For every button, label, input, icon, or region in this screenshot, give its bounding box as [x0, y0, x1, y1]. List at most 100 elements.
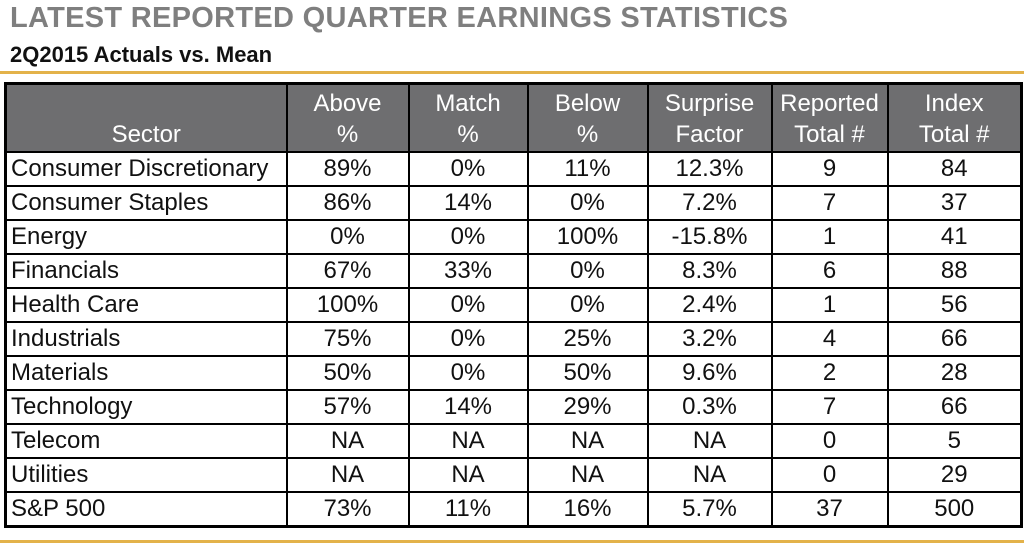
column-header-line2: Total #: [794, 121, 865, 148]
cell-above: 67%: [285, 253, 410, 289]
cell-match: 33%: [407, 253, 529, 289]
cell-reported: 9: [770, 151, 889, 187]
cell-surprise: 9.6%: [646, 355, 773, 391]
cell-reported: 7: [770, 185, 889, 221]
header-row: Sector Above% Match% Below% Surprise Factor Re…: [4, 82, 1023, 153]
cell-reported: 2: [770, 355, 889, 391]
column-header-line2: %: [336, 121, 359, 148]
cell-above: NA: [285, 423, 410, 459]
table-row: Telecom NA NA NA NA 0 5: [4, 423, 1023, 459]
cell-sector: Energy: [4, 219, 288, 255]
cell-above: 73%: [285, 491, 410, 528]
cell-surprise: 3.2%: [646, 321, 773, 357]
column-header-reported: Reported Total #: [770, 82, 889, 153]
column-header-sector: Sector: [4, 82, 288, 153]
column-header-line2: Total #: [918, 121, 990, 148]
cell-reported: 1: [770, 219, 889, 255]
top-divider: [0, 71, 1024, 74]
cell-below: 25%: [526, 321, 649, 357]
cell-reported: 4: [770, 321, 889, 357]
cell-match: 0%: [407, 219, 529, 255]
cell-sector: Consumer Staples: [4, 185, 288, 221]
cell-below: 0%: [526, 185, 649, 221]
cell-match: 11%: [407, 491, 529, 528]
cell-match: 0%: [407, 287, 529, 323]
cell-match: 0%: [407, 151, 529, 187]
cell-sector: Financials: [4, 253, 288, 289]
cell-surprise: -15.8%: [646, 219, 773, 255]
cell-below: NA: [526, 457, 649, 493]
cell-sector: Materials: [4, 355, 288, 391]
table-row: Consumer Discretionary 89% 0% 11% 12.3% 9 84: [4, 151, 1023, 187]
cell-index: 88: [886, 253, 1023, 289]
column-header-below: Below%: [526, 82, 649, 153]
cell-below: 29%: [526, 389, 649, 425]
cell-sector: Technology: [4, 389, 288, 425]
cell-index: 41: [886, 219, 1023, 255]
cell-surprise: NA: [646, 457, 773, 493]
column-header-surprise: Surprise Factor: [646, 82, 773, 153]
column-header-match: Match%: [407, 82, 529, 153]
column-header-line2: Factor: [675, 121, 744, 148]
cell-below: NA: [526, 423, 649, 459]
cell-below: 11%: [526, 151, 649, 187]
cell-index: 28: [886, 355, 1023, 391]
cell-surprise: 2.4%: [646, 287, 773, 323]
cell-below: 100%: [526, 219, 649, 255]
cell-index: 29: [886, 457, 1023, 493]
table-row: S&P 500 73% 11% 16% 5.7% 37 500: [4, 491, 1023, 528]
cell-match: 14%: [407, 389, 529, 425]
page-title: LATEST REPORTED QUARTER EARNINGS STATIST…: [10, 2, 789, 34]
column-header-line1: Below: [554, 90, 621, 117]
table-row: Utilities NA NA NA NA 0 29: [4, 457, 1023, 493]
column-header-line1: Surprise: [664, 90, 755, 117]
bottom-divider: [0, 540, 1024, 543]
cell-surprise: 8.3%: [646, 253, 773, 289]
cell-reported: 1: [770, 287, 889, 323]
cell-above: NA: [285, 457, 410, 493]
column-header-line1: Reported: [780, 90, 879, 117]
cell-index: 66: [886, 321, 1023, 357]
column-header-line2: %: [576, 121, 599, 148]
cell-sector: Consumer Discretionary: [4, 151, 288, 187]
cell-reported: 7: [770, 389, 889, 425]
table-row: Health Care 100% 0% 0% 2.4% 1 56: [4, 287, 1023, 323]
cell-match: 0%: [407, 321, 529, 357]
table-row: Technology 57% 14% 29% 0.3% 7 66: [4, 389, 1023, 425]
cell-sector: Industrials: [4, 321, 288, 357]
table-row: Energy 0% 0% 100% -15.8% 1 41: [4, 219, 1023, 255]
table-row: Financials 67% 33% 0% 8.3% 6 88: [4, 253, 1023, 289]
cell-surprise: 12.3%: [646, 151, 773, 187]
cell-surprise: 7.2%: [646, 185, 773, 221]
cell-index: 5: [886, 423, 1023, 459]
cell-match: NA: [407, 423, 529, 459]
table-body: Consumer Discretionary 89% 0% 11% 12.3% 9 84 Co…: [4, 151, 1023, 528]
cell-reported: 6: [770, 253, 889, 289]
cell-below: 16%: [526, 491, 649, 528]
column-header-line2: %: [457, 121, 479, 148]
cell-index: 56: [886, 287, 1023, 323]
cell-below: 0%: [526, 287, 649, 323]
table-row: Industrials 75% 0% 25% 3.2% 4 66: [4, 321, 1023, 357]
cell-sector: Utilities: [4, 457, 288, 493]
cell-sector: Telecom: [4, 423, 288, 459]
cell-match: NA: [407, 457, 529, 493]
column-header-above: Above%: [285, 82, 410, 153]
cell-below: 50%: [526, 355, 649, 391]
cell-index: 500: [886, 491, 1023, 528]
table-row: Consumer Staples 86% 14% 0% 7.2% 7 37: [4, 185, 1023, 221]
cell-above: 75%: [285, 321, 410, 357]
column-header-line1: Match: [435, 90, 501, 117]
cell-above: 0%: [285, 219, 410, 255]
column-header-line2: Sector: [111, 121, 181, 148]
cell-match: 14%: [407, 185, 529, 221]
cell-reported: 0: [770, 457, 889, 493]
cell-index: 37: [886, 185, 1023, 221]
cell-above: 100%: [285, 287, 410, 323]
cell-surprise: 0.3%: [646, 389, 773, 425]
earnings-table: Sector Above% Match% Below% Surprise Factor Re…: [4, 82, 1023, 528]
cell-above: 89%: [285, 151, 410, 187]
cell-above: 57%: [285, 389, 410, 425]
page-subtitle: 2Q2015 Actuals vs. Mean: [10, 42, 273, 67]
cell-surprise: 5.7%: [646, 491, 773, 528]
